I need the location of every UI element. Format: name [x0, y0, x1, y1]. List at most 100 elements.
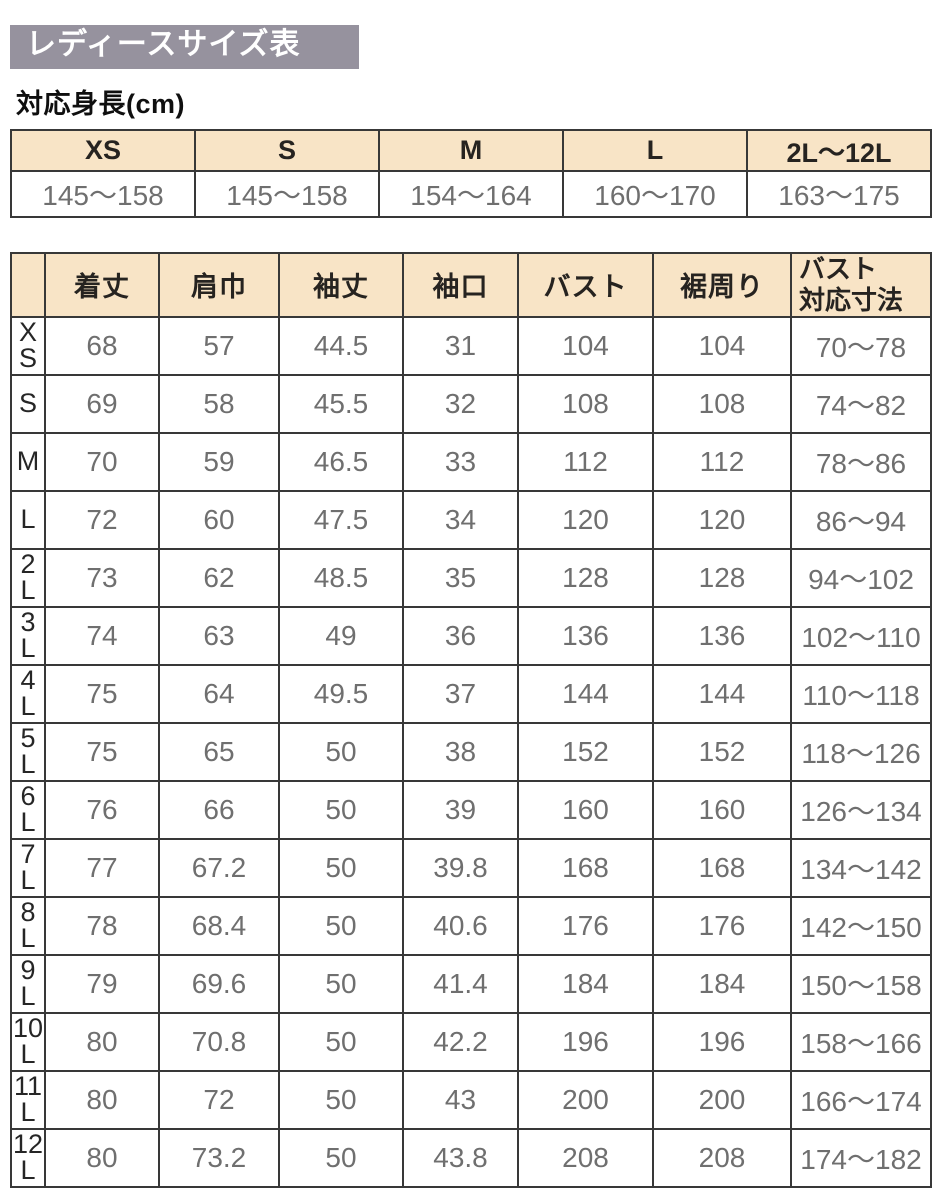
spec-value-cell: 136	[517, 605, 654, 666]
spec-value-cell: 47.5	[278, 489, 404, 550]
spec-value-cell: 50	[278, 779, 404, 840]
spec-value-cell: 67.2	[158, 837, 280, 898]
spec-value-cell: 34	[402, 489, 519, 550]
spec-value-cell: 208	[652, 1127, 792, 1188]
table-row: 2 L 73 62 48.5 35 128 128 94〜102	[10, 547, 932, 608]
spec-value-cell: 46.5	[278, 431, 404, 492]
spec-value-cell: 50	[278, 953, 404, 1014]
height-range-value: 160〜170	[562, 169, 748, 218]
size-row-label: 2 L	[10, 547, 46, 608]
spec-value-cell: 142〜150	[790, 895, 932, 956]
table-row: 6 L 76 66 50 39 160 160 126〜134	[10, 779, 932, 840]
corner-cell	[10, 251, 46, 318]
size-spec-table: 着丈 肩巾 袖丈 袖口 バスト 裾周り バスト 対応寸法 X S 68 57 44.5 31 104 1…	[10, 251, 932, 1188]
height-range-table: XS S M L 2L〜12L 145〜158 145〜158 154〜164 160〜170…	[10, 128, 932, 218]
table-row: S 69 58 45.5 32 108 108 74〜82	[10, 373, 932, 434]
spec-value-cell: 62	[158, 547, 280, 608]
spec-value-cell: 166〜174	[790, 1069, 932, 1130]
spec-col-header: 裾周り	[652, 251, 792, 318]
size-row-label: 3 L	[10, 605, 46, 666]
spec-value-cell: 49	[278, 605, 404, 666]
spec-value-cell: 112	[517, 431, 654, 492]
spec-value-cell: 72	[44, 489, 160, 550]
spec-value-cell: 32	[402, 373, 519, 434]
spec-value-cell: 42.2	[402, 1011, 519, 1072]
spec-value-cell: 184	[652, 953, 792, 1014]
table-row: 4 L 75 64 49.5 37 144 144 110〜118	[10, 663, 932, 724]
spec-value-cell: 200	[517, 1069, 654, 1130]
size-row-label: 4 L	[10, 663, 46, 724]
spec-value-cell: 75	[44, 721, 160, 782]
spec-col-header: バスト 対応寸法	[790, 251, 932, 318]
spec-value-cell: 39.8	[402, 837, 519, 898]
height-range-value: 163〜175	[746, 169, 932, 218]
spec-value-cell: 158〜166	[790, 1011, 932, 1072]
spec-value-cell: 128	[652, 547, 792, 608]
spec-value-cell: 168	[652, 837, 792, 898]
table-row: 10 L 80 70.8 50 42.2 196 196 158〜166	[10, 1011, 932, 1072]
spec-value-cell: 50	[278, 1069, 404, 1130]
height-size-header: L	[562, 128, 748, 172]
spec-value-cell: 69.6	[158, 953, 280, 1014]
spec-value-cell: 58	[158, 373, 280, 434]
spec-value-cell: 36	[402, 605, 519, 666]
spec-value-cell: 196	[652, 1011, 792, 1072]
spec-value-cell: 160	[652, 779, 792, 840]
height-range-value: 154〜164	[378, 169, 564, 218]
size-row-label: 12 L	[10, 1127, 46, 1188]
spec-value-cell: 50	[278, 1011, 404, 1072]
spec-value-cell: 112	[652, 431, 792, 492]
spec-value-cell: 150〜158	[790, 953, 932, 1014]
spec-value-cell: 74〜82	[790, 373, 932, 434]
spec-value-cell: 59	[158, 431, 280, 492]
spec-value-cell: 196	[517, 1011, 654, 1072]
table-row: 11 L 80 72 50 43 200 200 166〜174	[10, 1069, 932, 1130]
spec-col-header: 着丈	[44, 251, 160, 318]
spec-value-cell: 63	[158, 605, 280, 666]
size-row-label: 7 L	[10, 837, 46, 898]
spec-value-cell: 65	[158, 721, 280, 782]
size-row-label: 5 L	[10, 721, 46, 782]
spec-value-cell: 43	[402, 1069, 519, 1130]
table-row: 12 L 80 73.2 50 43.8 208 208 174〜182	[10, 1127, 932, 1188]
spec-value-cell: 79	[44, 953, 160, 1014]
spec-value-cell: 120	[517, 489, 654, 550]
size-row-label: X S	[10, 315, 46, 376]
height-size-header: M	[378, 128, 564, 172]
spec-value-cell: 200	[652, 1069, 792, 1130]
size-row-label: 6 L	[10, 779, 46, 840]
spec-value-cell: 70	[44, 431, 160, 492]
spec-value-cell: 136	[652, 605, 792, 666]
spec-value-cell: 44.5	[278, 315, 404, 376]
spec-value-cell: 144	[517, 663, 654, 724]
height-range-value: 145〜158	[10, 169, 196, 218]
spec-value-cell: 80	[44, 1127, 160, 1188]
spec-value-cell: 49.5	[278, 663, 404, 724]
table-row: 7 L 77 67.2 50 39.8 168 168 134〜142	[10, 837, 932, 898]
spec-value-cell: 41.4	[402, 953, 519, 1014]
spec-value-cell: 68.4	[158, 895, 280, 956]
spec-value-cell: 77	[44, 837, 160, 898]
size-row-label: 10 L	[10, 1011, 46, 1072]
spec-value-cell: 35	[402, 547, 519, 608]
spec-value-cell: 50	[278, 895, 404, 956]
spec-value-cell: 75	[44, 663, 160, 724]
spec-value-cell: 43.8	[402, 1127, 519, 1188]
spec-value-cell: 76	[44, 779, 160, 840]
spec-value-cell: 104	[652, 315, 792, 376]
spec-value-cell: 102〜110	[790, 605, 932, 666]
spec-value-cell: 174〜182	[790, 1127, 932, 1188]
spec-col-header: 袖口	[402, 251, 519, 318]
table-row: 8 L 78 68.4 50 40.6 176 176 142〜150	[10, 895, 932, 956]
spec-value-cell: 120	[652, 489, 792, 550]
spec-value-cell: 39	[402, 779, 519, 840]
spec-value-cell: 38	[402, 721, 519, 782]
spec-value-cell: 78〜86	[790, 431, 932, 492]
spec-col-header: 袖丈	[278, 251, 404, 318]
spec-value-cell: 50	[278, 721, 404, 782]
size-row-label: L	[10, 489, 46, 550]
spec-value-cell: 74	[44, 605, 160, 666]
spec-value-cell: 110〜118	[790, 663, 932, 724]
size-row-label: M	[10, 431, 46, 492]
spec-value-cell: 45.5	[278, 373, 404, 434]
